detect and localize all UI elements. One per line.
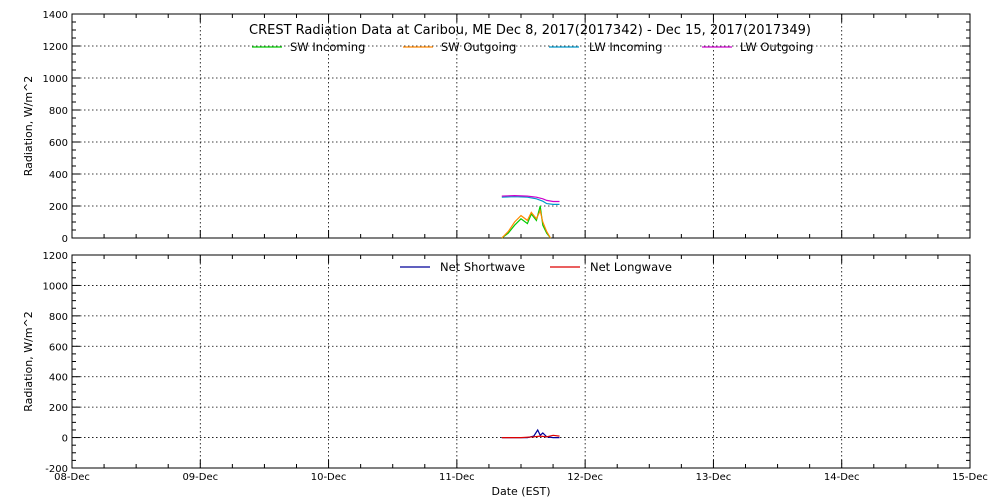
top-panel: 0 200 400 600 800 1000 1200 1400 Radiation, W/m^…	[22, 10, 971, 245]
y-tick-label: 400	[49, 170, 68, 181]
y-tick-label: 800	[49, 106, 68, 117]
y-tick-label: 600	[49, 138, 68, 149]
y-tick-label: 0	[62, 434, 68, 445]
y-tick-label: 1200	[43, 251, 68, 262]
x-tick-label: 12-Dec	[567, 472, 603, 483]
series-line-lw-outgoing	[501, 194, 560, 203]
legend-entry: SW Incoming	[290, 40, 365, 54]
y-tick-label: 1400	[43, 10, 68, 21]
y-tick-label: 1000	[43, 74, 68, 85]
y-axis-label: Radiation, W/m^2	[22, 76, 35, 177]
series-line-net-longwave	[501, 434, 560, 439]
legend-entry: LW Outgoing	[740, 40, 813, 54]
x-tick-label: 15-Dec	[952, 472, 988, 483]
series-line-lw-incoming	[501, 196, 560, 205]
y-axis-label: Radiation, W/m^2	[22, 311, 35, 412]
y-tick-label: 1200	[43, 42, 68, 53]
x-tick-label: 09-Dec	[182, 472, 218, 483]
y-tick-label: 200	[49, 403, 68, 414]
x-tick-label: 13-Dec	[696, 472, 732, 483]
x-tick-label: 10-Dec	[311, 472, 347, 483]
legend-entry: Net Shortwave	[440, 260, 525, 274]
x-tick-label: 14-Dec	[824, 472, 860, 483]
x-tick-label: 08-Dec	[54, 472, 90, 483]
plot-frame	[71, 13, 971, 239]
y-tick-label: -200	[45, 464, 68, 475]
chart-title: CREST Radiation Data at Caribou, ME Dec …	[249, 23, 811, 38]
series-line-sw-outgoing	[501, 208, 552, 239]
y-tick-label: 1000	[43, 281, 68, 292]
y-tick-label: 0	[62, 234, 68, 245]
legend-entry: SW Outgoing	[441, 40, 516, 54]
y-tick-label: 200	[49, 202, 68, 213]
legend-entry: LW Incoming	[589, 40, 662, 54]
bottom-panel: -200 0 200 400 600 800 1000 1200 08-Dec 09-Dec 10-…	[22, 251, 988, 498]
legend-entry: Net Longwave	[590, 260, 672, 274]
x-axis-label: Date (EST)	[491, 485, 550, 498]
plot-frame	[71, 254, 971, 469]
x-tick-label: 11-Dec	[439, 472, 475, 483]
series-line-sw-incoming	[501, 205, 551, 239]
y-tick-label: 800	[49, 312, 68, 323]
y-tick-label: 400	[49, 373, 68, 384]
y-tick-label: 600	[49, 342, 68, 353]
